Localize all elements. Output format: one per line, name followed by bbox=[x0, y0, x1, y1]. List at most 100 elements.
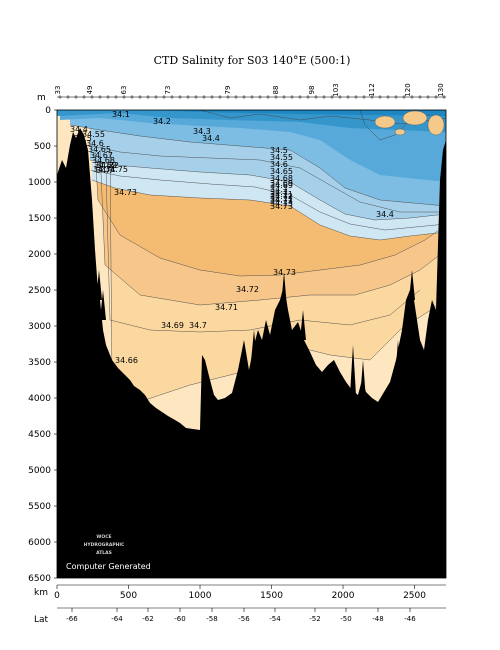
watermark-line-1: WOCE bbox=[96, 534, 111, 540]
x-tick-label: 1500 bbox=[260, 591, 283, 601]
lat-tick-label: -48 bbox=[372, 615, 383, 623]
lat-tick-label: -54 bbox=[269, 615, 281, 623]
contour-label: 34.4 bbox=[70, 125, 88, 134]
contour-label: 34.67 bbox=[90, 151, 113, 160]
lat-tick-label: -52 bbox=[309, 615, 320, 623]
lat-tick-label: -50 bbox=[340, 615, 351, 623]
y-tick-label: 500 bbox=[34, 142, 51, 152]
contour-label: 34.73 bbox=[114, 188, 137, 197]
contour-label: 34.72 bbox=[270, 192, 293, 201]
contour-label: 34.4 bbox=[376, 210, 394, 219]
lat-axis-label: Lat bbox=[34, 615, 49, 625]
lat-tick-label: -66 bbox=[66, 615, 78, 623]
contour-label: 34.7 bbox=[96, 166, 114, 175]
contour-label: 34.75 bbox=[105, 165, 128, 174]
contour-label: 34.71 bbox=[270, 195, 293, 204]
contour-label: 34.66 bbox=[115, 356, 138, 365]
contour-label: 34.73 bbox=[273, 268, 296, 277]
contour-label: 34.2 bbox=[153, 117, 171, 126]
contour-label: 34.6 bbox=[270, 160, 288, 169]
contour-labels: 34.1 34.2 34.3 34.4 34.4 34.5 34.55 34.6… bbox=[70, 110, 394, 365]
contour-label: 34.5 bbox=[74, 134, 92, 143]
y-axis-label: m bbox=[37, 93, 46, 103]
contour-label: 34.72 bbox=[270, 196, 293, 205]
lat-tick-label: -64 bbox=[111, 615, 123, 623]
station-label: 98 bbox=[308, 86, 316, 95]
contour-label: 34.71 bbox=[93, 165, 116, 174]
station-label: 120 bbox=[404, 83, 412, 96]
contour-label: 34.7 bbox=[189, 321, 207, 330]
x-tick-label: 2000 bbox=[332, 591, 355, 601]
y-axis: 0 500 1000 1500 2000 2500 3000 3500 4000 4500 5000… bbox=[28, 106, 57, 584]
lat-axis: -66 -64 -62 -60 -58 -56 -54 -52 -50 -48 -46 bbox=[57, 607, 446, 623]
contour-label: 34.55 bbox=[270, 153, 293, 162]
seafloor-bathymetry bbox=[57, 128, 446, 578]
station-label: 130 bbox=[437, 83, 445, 96]
station-label: 49 bbox=[86, 86, 94, 95]
station-label: 33 bbox=[54, 86, 62, 95]
contour-label: 34.7 bbox=[270, 185, 288, 194]
contour-label: 34.72 bbox=[96, 161, 119, 170]
watermark-line-2: HYDROGRAPHIC bbox=[84, 542, 125, 548]
contour-label: 34.72 bbox=[236, 285, 259, 294]
y-tick-label: 3000 bbox=[28, 322, 51, 332]
lat-tick-label: -46 bbox=[404, 615, 416, 623]
x-tick-label: 500 bbox=[120, 591, 137, 601]
y-tick-label: 5500 bbox=[28, 502, 51, 512]
y-tick-label: 2000 bbox=[28, 250, 51, 260]
station-label: 112 bbox=[368, 83, 376, 96]
contour-label: 34.73 bbox=[270, 199, 293, 208]
contour-label: 34.69 bbox=[161, 321, 184, 330]
y-tick-label: 2500 bbox=[28, 286, 51, 296]
lat-tick-label: -60 bbox=[174, 615, 185, 623]
station-label: 103 bbox=[332, 83, 340, 96]
y-tick-label: 0 bbox=[45, 106, 51, 116]
lat-tick-label: -56 bbox=[238, 615, 250, 623]
station-label: 79 bbox=[224, 86, 232, 95]
station-label: 88 bbox=[272, 86, 280, 95]
contour-label: 34.1 bbox=[112, 110, 130, 119]
y-tick-label: 6000 bbox=[28, 538, 51, 548]
contour-label: 34.6 bbox=[86, 139, 104, 148]
contour-label: 34.55 bbox=[82, 130, 105, 139]
contour-label: 34.65 bbox=[88, 145, 111, 154]
contour-label: 34.7 bbox=[270, 188, 288, 197]
watermark-line-3: ATLAS bbox=[96, 550, 112, 556]
y-tick-label: 4000 bbox=[28, 394, 51, 404]
y-tick-label: 1000 bbox=[28, 178, 51, 188]
lat-tick-label: -62 bbox=[142, 615, 153, 623]
station-label: 63 bbox=[120, 86, 128, 95]
x-axis-label: km bbox=[34, 588, 48, 598]
contour-label: 34.65 bbox=[270, 167, 293, 176]
contour-label: 34.71 bbox=[215, 303, 238, 312]
x-tick-label: 0 bbox=[54, 591, 60, 601]
y-tick-label: 4500 bbox=[28, 430, 51, 440]
contour-label: 34.69 bbox=[270, 181, 293, 190]
salinity-band-34.1 bbox=[57, 110, 446, 116]
station-axis: 33 49 63 73 79 88 98 103 112 120 130 bbox=[54, 83, 446, 99]
contour-label: 34.73 bbox=[270, 202, 293, 211]
y-tick-label: 3500 bbox=[28, 358, 51, 368]
chart-title: CTD Salinity for S03 140°E (500:1) bbox=[154, 54, 351, 67]
seafloor-spikes bbox=[96, 270, 415, 400]
salinity-band-34.2 bbox=[57, 110, 446, 132]
salinity-band-34.3 bbox=[60, 110, 446, 182]
contour-label: 34.3 bbox=[193, 127, 211, 136]
y-tick-label: 5000 bbox=[28, 466, 51, 476]
computer-generated-label: Computer Generated bbox=[66, 562, 151, 571]
x-axis: 0 500 1000 1500 2000 2500 bbox=[54, 584, 446, 601]
contour-label: 34.71 bbox=[270, 190, 293, 199]
lat-tick-label: -58 bbox=[206, 615, 217, 623]
section-plot: WOCE HYDROGRAPHIC ATLAS Computer Generat… bbox=[57, 110, 446, 578]
surface-eddies bbox=[374, 110, 445, 136]
station-label: 73 bbox=[164, 86, 172, 95]
contour-label: 34.68 bbox=[92, 156, 115, 165]
x-tick-label: 1000 bbox=[189, 591, 212, 601]
contour-label: 34.69 bbox=[94, 161, 117, 170]
plot-frame bbox=[56, 109, 447, 579]
x-tick-label: 2500 bbox=[403, 591, 426, 601]
y-tick-label: 6500 bbox=[28, 574, 51, 584]
contour-label: 34.68 bbox=[270, 174, 293, 183]
contour-label: 34.4 bbox=[202, 134, 220, 143]
